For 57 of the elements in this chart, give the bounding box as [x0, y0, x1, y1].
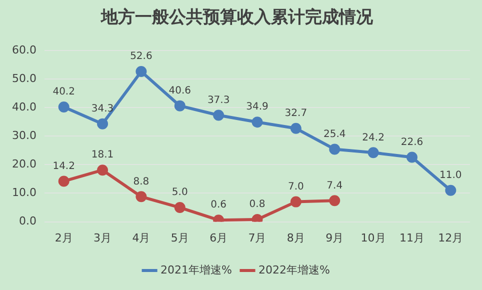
- y-tick-label: 60.0: [12, 43, 36, 56]
- data-label: 7.4: [326, 180, 343, 192]
- x-tick-label: 8月: [286, 231, 305, 244]
- data-label: 7.0: [288, 181, 304, 192]
- point: [329, 144, 340, 155]
- data-label: 40.6: [168, 85, 192, 96]
- data-label: 0.8: [249, 199, 266, 210]
- x-tick-label: 10月: [360, 231, 386, 244]
- point: [97, 164, 108, 176]
- point: [290, 196, 302, 208]
- x-tick-label: 2月: [54, 231, 73, 244]
- data-label: 25.4: [323, 128, 346, 140]
- point: [213, 110, 224, 121]
- data-label: 52.6: [130, 51, 152, 62]
- data-label: 18.1: [91, 150, 114, 161]
- data-label: 8.8: [133, 176, 150, 188]
- point: [174, 202, 186, 214]
- point: [58, 176, 70, 187]
- y-tick-label: 0.0: [18, 214, 36, 228]
- y-tick-label: 20.0: [12, 158, 36, 171]
- x-tick-label: 11月: [399, 231, 424, 244]
- x-tick-label: 7月: [248, 231, 266, 244]
- point: [290, 122, 302, 134]
- data-label: 22.6: [400, 136, 424, 148]
- point: [136, 66, 147, 78]
- data-label: 11.0: [440, 170, 462, 181]
- x-tick-label: 5月: [170, 231, 189, 244]
- y-tick-label: 30.0: [12, 128, 36, 142]
- y-tick-label: 40.0: [12, 100, 36, 114]
- data-label: 14.2: [52, 160, 75, 172]
- data-label: 40.2: [52, 86, 75, 98]
- legend-label: 2021年增速%: [160, 263, 232, 276]
- data-label: 34.9: [246, 102, 268, 113]
- x-tick-label: 6月: [210, 231, 228, 244]
- point: [368, 147, 379, 158]
- chart-title: 地方一般公共预算收入累计完成情况: [100, 8, 374, 28]
- data-label: 24.2: [362, 132, 384, 144]
- point: [58, 101, 70, 112]
- point: [445, 184, 456, 196]
- y-tick-label: 50.0: [12, 72, 36, 85]
- point: [97, 118, 108, 130]
- y-tick-label: 10.0: [12, 186, 36, 200]
- data-label: 5.0: [172, 187, 188, 198]
- x-tick-label: 3月: [94, 231, 112, 244]
- data-label: 37.3: [207, 94, 230, 106]
- data-label: 0.6: [210, 200, 227, 211]
- point: [136, 191, 147, 202]
- x-tick-label: 4月: [132, 231, 150, 244]
- x-tick-label: 12月: [438, 231, 464, 244]
- point: [406, 152, 418, 163]
- data-label: 34.3: [91, 103, 114, 114]
- legend-label: 2022年增速%: [258, 263, 330, 276]
- point: [252, 116, 263, 128]
- point: [174, 100, 186, 112]
- x-tick-label: 9月: [326, 231, 344, 244]
- point: [329, 195, 340, 206]
- data-label: 32.7: [284, 108, 308, 119]
